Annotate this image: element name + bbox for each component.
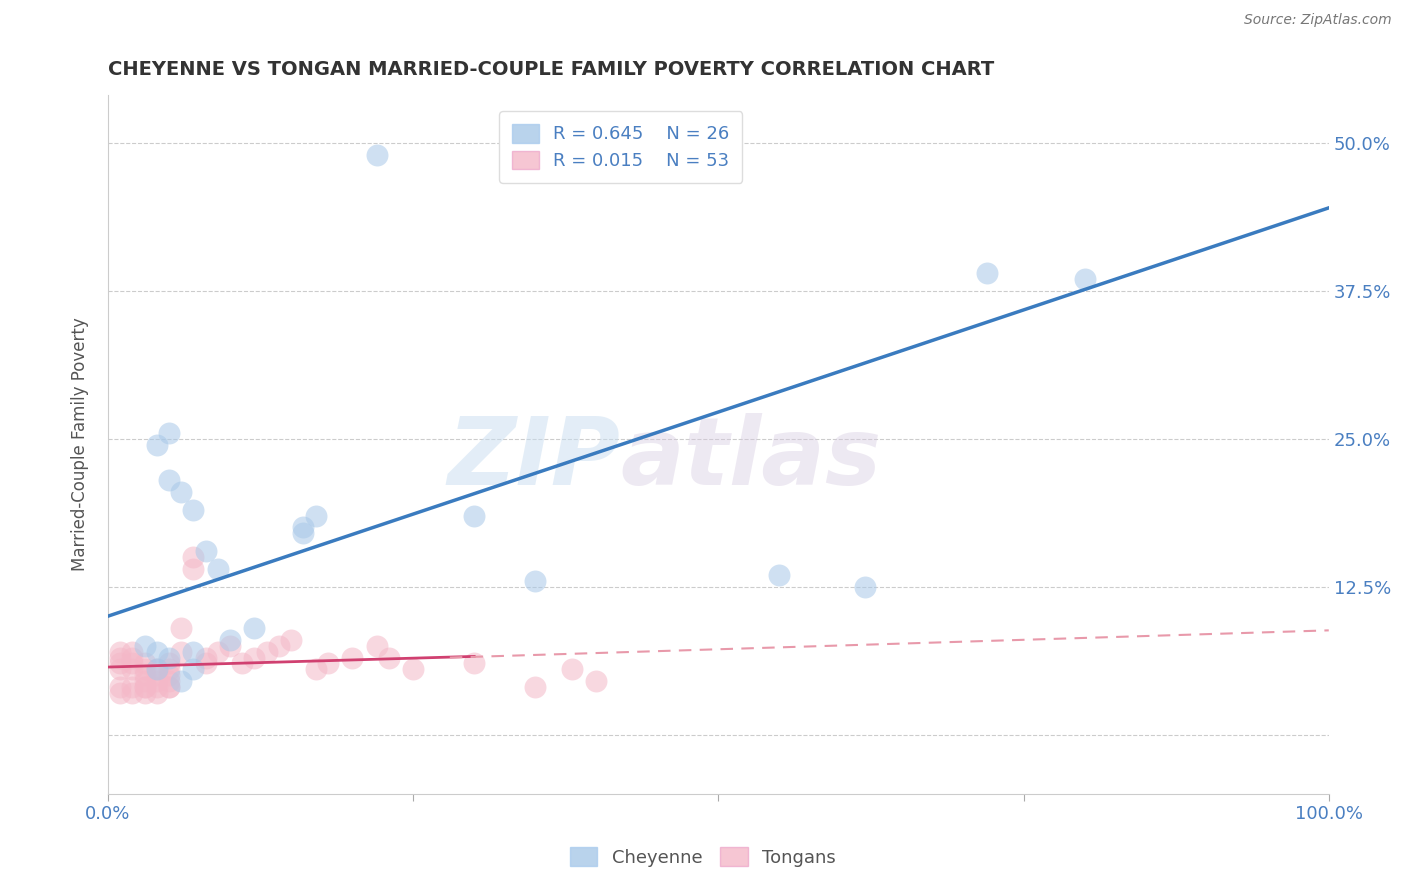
Legend: Cheyenne, Tongans: Cheyenne, Tongans [562,840,844,874]
Point [366,147,388,161]
Point [146,662,169,676]
Point [463,508,485,523]
Point [157,680,180,694]
Point [157,662,180,676]
Point [146,437,169,451]
Point [366,639,388,653]
Point [183,662,205,676]
Point [561,662,583,676]
Legend: R = 0.645    N = 26, R = 0.015    N = 53: R = 0.645 N = 26, R = 0.015 N = 53 [499,112,742,183]
Point [183,549,205,564]
Point [146,668,169,682]
Point [183,562,205,576]
Point [108,657,131,671]
Point [121,657,143,671]
Point [292,526,315,541]
Point [585,674,607,689]
Point [219,639,242,653]
Point [108,662,131,676]
Point [134,680,156,694]
Text: ZIP: ZIP [449,412,620,505]
Point [976,266,998,280]
Point [121,645,143,659]
Point [134,662,156,676]
Text: atlas: atlas [620,412,882,505]
Point [157,425,180,440]
Point [157,680,180,694]
Point [256,645,278,659]
Point [304,508,326,523]
Point [280,632,302,647]
Point [194,650,217,665]
Point [146,674,169,689]
Point [231,657,253,671]
Point [108,645,131,659]
Point [219,632,242,647]
Point [207,645,229,659]
Point [183,502,205,516]
Text: Source: ZipAtlas.com: Source: ZipAtlas.com [1244,13,1392,28]
Point [853,580,876,594]
Point [146,686,169,700]
Point [1073,272,1095,286]
Point [170,484,193,499]
Point [146,680,169,694]
Y-axis label: Married-Couple Family Poverty: Married-Couple Family Poverty [72,318,89,572]
Point [157,668,180,682]
Point [340,650,363,665]
Point [134,657,156,671]
Point [378,650,401,665]
Point [146,645,169,659]
Point [402,662,425,676]
Point [207,562,229,576]
Point [157,650,180,665]
Point [108,650,131,665]
Point [170,645,193,659]
Point [121,680,143,694]
Point [524,574,547,588]
Point [316,657,339,671]
Point [463,657,485,671]
Point [157,674,180,689]
Point [170,674,193,689]
Point [768,567,790,582]
Point [134,674,156,689]
Point [121,686,143,700]
Point [243,650,266,665]
Point [170,621,193,635]
Point [146,662,169,676]
Point [134,680,156,694]
Point [121,650,143,665]
Point [134,668,156,682]
Point [194,544,217,558]
Point [304,662,326,676]
Point [134,686,156,700]
Point [292,520,315,534]
Point [108,680,131,694]
Point [243,621,266,635]
Point [157,657,180,671]
Point [108,686,131,700]
Point [121,662,143,676]
Point [157,473,180,487]
Point [134,639,156,653]
Point [267,639,290,653]
Point [194,657,217,671]
Text: CHEYENNE VS TONGAN MARRIED-COUPLE FAMILY POVERTY CORRELATION CHART: CHEYENNE VS TONGAN MARRIED-COUPLE FAMILY… [108,60,994,78]
Point [183,645,205,659]
Point [524,680,547,694]
